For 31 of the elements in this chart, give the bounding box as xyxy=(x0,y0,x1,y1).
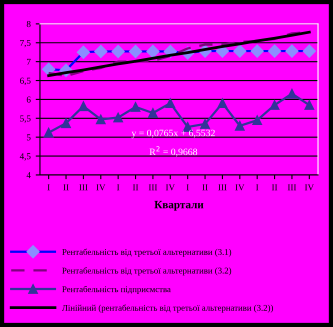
x-tick-label: III xyxy=(288,184,296,190)
x-tick-label: III xyxy=(79,184,88,190)
annotation: R$^{2}$ = 0,9668 xyxy=(150,146,198,157)
x-tick-label: I xyxy=(186,184,189,190)
y-tick-label: 5 xyxy=(26,134,31,140)
y-tick-label: 6,5 xyxy=(20,78,31,86)
x-tick-label: II xyxy=(132,184,138,190)
x-tick-label: III xyxy=(218,184,227,190)
y-tick-label: 4 xyxy=(26,172,31,178)
y-tick-label: 6 xyxy=(26,96,31,103)
y-tick-label: 7 xyxy=(27,58,31,65)
y-tick-label: 5,5 xyxy=(20,116,31,123)
legend-label: Рентабельність від третьої альтернативи (3.2) xyxy=(62,267,232,276)
x-tick-label: IV xyxy=(304,184,314,190)
x-tick-label: IV xyxy=(166,184,175,190)
x-axis-title: Квартали xyxy=(154,200,204,211)
x-tick-label: II xyxy=(272,184,278,190)
y-tick-label: 4,5 xyxy=(20,153,31,161)
y-tick-label: 8 xyxy=(26,21,31,28)
legend-label: Рентабельність підприємства xyxy=(62,286,171,294)
x-tick-label: III xyxy=(148,184,158,190)
x-tick-label: I xyxy=(256,184,258,190)
legend-label: Рентабельність від третьої альтернативи (3.1) xyxy=(62,248,232,257)
x-tick-label: I xyxy=(47,184,50,190)
x-tick-label: IV xyxy=(235,184,244,190)
x-tick-label: I xyxy=(116,184,120,190)
legend-label: Лінійний (рентабельність від третьої альтернативи (3.2)) xyxy=(62,304,274,313)
x-tick-label: IV xyxy=(96,184,106,190)
x-tick-label: II xyxy=(202,184,208,190)
x-tick-label: II xyxy=(63,184,69,190)
y-tick-label: 7,5 xyxy=(20,40,31,48)
